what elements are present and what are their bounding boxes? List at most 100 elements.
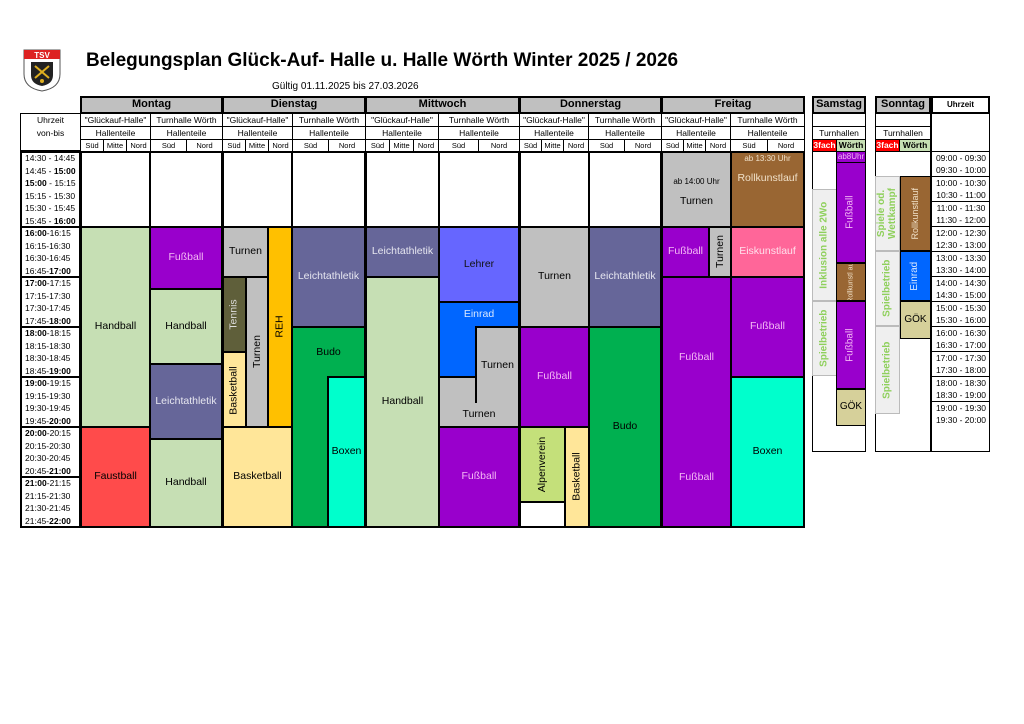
activity-goek[interactable]: GÖK bbox=[836, 389, 866, 426]
activity-goek[interactable]: GÖK bbox=[900, 301, 931, 339]
activity-fussball[interactable]: Fußball bbox=[149, 226, 223, 290]
activity-rollkunstlauf[interactable]: ab 13:30 Uhr Rollkunstlauf bbox=[730, 151, 805, 228]
weekend-time-slot: 15:30 - 16:00 bbox=[935, 314, 987, 325]
time-slot: 18:15-18:30 bbox=[25, 340, 71, 351]
activity-reh[interactable]: REH bbox=[267, 226, 293, 428]
activity-basketball[interactable]: Basketball bbox=[222, 426, 293, 528]
validity-text: Gültig 01.11.2025 bis 27.03.2026 bbox=[272, 81, 419, 92]
activity-handball[interactable]: Handball bbox=[365, 276, 440, 528]
day-header-donnerstag: Donnerstag bbox=[519, 96, 662, 114]
turnhallen-label: Turnhallen bbox=[812, 126, 866, 140]
time-slot: 15:00 - 15:15 bbox=[25, 178, 76, 188]
von-bis-label: von-bis bbox=[20, 126, 81, 140]
activity-fussball[interactable]: Fußball bbox=[836, 163, 866, 263]
activity-spielbetrieb[interactable]: Spielbetrieb bbox=[812, 301, 837, 376]
time-slot: 21:45-22:00 bbox=[25, 515, 71, 526]
empty-slot bbox=[438, 151, 520, 228]
weekend-time-slot: 16:30 - 17:00 bbox=[935, 339, 987, 350]
activity-eiskunstlauf[interactable]: Eiskunstlauf bbox=[730, 226, 805, 278]
activity-faustball[interactable]: Faustball bbox=[80, 426, 151, 528]
weekend-time-slot: 13:30 - 14:00 bbox=[935, 264, 987, 275]
hallenteile-label: Hallenteile bbox=[292, 126, 366, 140]
uhrzeit-label: Uhrzeit bbox=[20, 113, 81, 127]
time-slot: 21:15-21:30 bbox=[25, 490, 71, 501]
uhrzeit-header: Uhrzeit bbox=[931, 96, 990, 114]
activity-handball[interactable]: Handball bbox=[149, 288, 223, 365]
weekend-time-slot: 09:00 - 09:30 bbox=[932, 151, 990, 164]
weekend-time-slot: 09:30 - 10:00 bbox=[935, 164, 987, 175]
weekend-time-slot: 12:00 - 12:30 bbox=[932, 226, 990, 239]
activity-turnen[interactable]: Turnen bbox=[475, 326, 520, 403]
activity-fussball[interactable]: Fußball bbox=[730, 276, 805, 378]
time-slot: 21:30-21:45 bbox=[25, 503, 71, 513]
activity-turnen[interactable]: Turnen bbox=[222, 226, 269, 278]
activity-handball[interactable]: Handball bbox=[80, 226, 151, 428]
activity-rollkunstlauf[interactable]: Rollkunstlauf bbox=[900, 176, 931, 251]
activity-fussball[interactable]: Fußball bbox=[519, 326, 590, 428]
empty-slot bbox=[519, 151, 590, 228]
activity-boxen[interactable]: Boxen bbox=[730, 376, 805, 528]
activity-fussball-block[interactable] bbox=[661, 276, 732, 528]
activity-inklusion[interactable]: Inklusion alle 2Wo bbox=[812, 189, 837, 301]
activity-spiele-wettkampf[interactable]: Spiele od. Wettkampf bbox=[875, 176, 900, 251]
activity-rollkunstlauf[interactable]: Rollkunstl auf bbox=[836, 263, 866, 301]
activity-fussball[interactable]: Fußball bbox=[438, 426, 520, 528]
activity-einrad[interactable]: Einrad bbox=[900, 251, 931, 301]
activity-basketball-vertical[interactable]: Basketball bbox=[222, 351, 247, 428]
empty-slot bbox=[365, 151, 440, 228]
time-header-box bbox=[20, 113, 81, 151]
activity-fussball[interactable]: Fußball bbox=[836, 301, 866, 389]
activity-spielbetrieb[interactable]: Spielbetrieb bbox=[875, 326, 900, 414]
weekend-time-slot: 14:30 - 15:00 bbox=[935, 289, 987, 300]
activity-budo[interactable]: Budo bbox=[291, 326, 366, 378]
time-slot: 14:30 - 14:45 bbox=[25, 153, 76, 163]
activity-lehrer[interactable]: Lehrer bbox=[438, 226, 520, 303]
empty-slot bbox=[588, 151, 662, 228]
activity-turnen[interactable]: ab 14:00 Uhr Turnen bbox=[661, 151, 732, 228]
activity-fussball[interactable]: Fußball bbox=[661, 226, 710, 278]
activity-label: Rollkunstlauf bbox=[737, 172, 798, 185]
activity-leichtathletik[interactable]: Leichtathletik bbox=[149, 363, 223, 440]
hall-woerth: Wörth bbox=[899, 139, 931, 152]
activity-leichtathletik[interactable]: Leichtathletik bbox=[291, 226, 366, 328]
time-slot: 21:00-21:15 bbox=[25, 478, 71, 488]
time-slot: 17:00-17:15 bbox=[25, 278, 71, 288]
activity-turnen[interactable]: Turnen bbox=[519, 226, 590, 328]
weekend-time-slot: 17:30 - 18:00 bbox=[935, 364, 987, 375]
svg-text:TSV: TSV bbox=[34, 51, 50, 60]
activity-fussball: Fußball bbox=[678, 351, 714, 364]
hall-name-turnhalle: Turnhalle Wörth bbox=[292, 113, 366, 127]
time-slot: 16:15-16:30 bbox=[25, 240, 71, 251]
activity-leichtathletik[interactable]: Leichtathletik bbox=[365, 226, 440, 278]
activity-fussball: Fußball bbox=[678, 471, 714, 484]
activity-alpenverein[interactable]: Alpenverein bbox=[519, 426, 566, 503]
time-slot: 20:45-21:00 bbox=[25, 465, 71, 476]
time-slot: 18:30-18:45 bbox=[25, 353, 71, 363]
activity-turnen-vertical[interactable]: Turnen bbox=[708, 226, 732, 278]
weekend-time-slot: 14:00 - 14:30 bbox=[932, 276, 990, 289]
start-time-note: ab 13:30 Uhr bbox=[744, 154, 791, 163]
start-time-note: ab 14:00 Uhr bbox=[673, 176, 720, 186]
time-slot: 15:30 - 15:45 bbox=[25, 203, 76, 213]
day-header-sonntag: Sonntag bbox=[875, 96, 931, 114]
activity-boxen[interactable]: Boxen bbox=[327, 376, 366, 528]
hallenteile-label: Hallenteile bbox=[588, 126, 662, 140]
activity-basketball[interactable]: Basketball bbox=[564, 426, 590, 528]
weekend-time-slot: 19:30 - 20:00 bbox=[935, 414, 987, 425]
hall-name-gluckauf: "Glückauf-Halle" bbox=[80, 113, 151, 127]
hallenteile-label: Hallenteile bbox=[661, 126, 731, 140]
activity-spielbetrieb[interactable]: Spielbetrieb bbox=[875, 251, 900, 326]
activity-budo[interactable]: Budo bbox=[588, 326, 662, 528]
time-slot: 19:30-19:45 bbox=[25, 403, 71, 413]
activity-handball[interactable]: Handball bbox=[149, 438, 223, 528]
activity-tennis[interactable]: Tennis bbox=[222, 276, 247, 353]
time-slot: 20:00-20:15 bbox=[25, 428, 71, 438]
empty-slot bbox=[519, 501, 566, 528]
activity-turnen-vertical[interactable]: Turnen bbox=[245, 276, 269, 428]
weekend-time-frame bbox=[931, 113, 990, 452]
activity-leichtathletik[interactable]: Leichtathletik bbox=[588, 226, 662, 328]
hallenteile-label: Hallenteile bbox=[365, 126, 439, 140]
weekend-time-slot: 10:30 - 11:00 bbox=[936, 189, 986, 200]
time-slot: 18:00-18:15 bbox=[25, 328, 71, 338]
